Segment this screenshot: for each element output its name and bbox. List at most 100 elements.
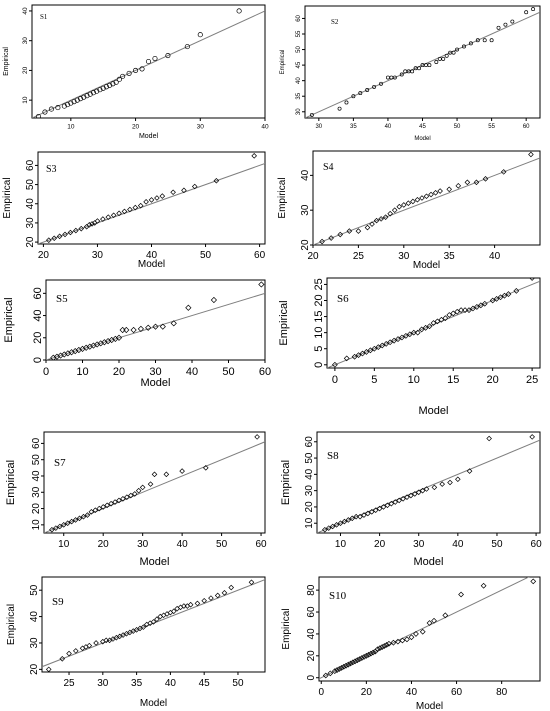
y-tick-label: 0 <box>313 362 325 368</box>
data-point <box>395 336 401 342</box>
data-point <box>105 214 112 220</box>
data-point <box>399 334 405 341</box>
data-point <box>197 32 203 38</box>
panel-label: S9 <box>52 596 64 608</box>
data-point <box>365 88 370 92</box>
data-point <box>438 316 445 323</box>
plot-area <box>32 8 265 118</box>
data-point <box>89 221 95 227</box>
data-point <box>395 638 401 645</box>
x-tick-label: 30 <box>137 539 149 550</box>
data-point <box>349 659 356 666</box>
data-point <box>61 103 67 109</box>
data-point <box>191 183 198 190</box>
data-point <box>470 305 476 312</box>
data-point <box>81 94 87 100</box>
data-point <box>213 177 220 184</box>
panel-label: S10 <box>329 590 347 602</box>
data-point <box>103 84 109 90</box>
x-tick-label: 55 <box>488 124 495 130</box>
x-tick-label: 5 <box>371 374 377 386</box>
y-tick-label: 45 <box>296 61 302 68</box>
x-tick-label: 20 <box>38 250 50 261</box>
data-point <box>482 38 487 43</box>
x-tick-label: 80 <box>496 687 508 698</box>
qq-plot-s10: 0 20 40 60 80 0 20 40 60 80 Model Empirical S10 <box>281 576 541 711</box>
data-point <box>468 41 473 46</box>
data-point <box>446 186 452 193</box>
y-tick-label: 50 <box>31 454 42 466</box>
data-point <box>385 75 390 80</box>
x-tick-label: 40 <box>146 250 158 261</box>
data-point <box>392 499 399 505</box>
data-point <box>426 620 433 626</box>
data-point <box>480 582 487 589</box>
panel-label: S1 <box>40 13 48 21</box>
data-point <box>84 512 91 518</box>
data-point <box>529 434 535 440</box>
data-point <box>343 662 349 669</box>
data-point <box>413 631 419 637</box>
x-tick-label: 15 <box>447 374 459 386</box>
data-point <box>486 435 492 442</box>
data-point <box>221 590 228 596</box>
data-point <box>329 523 336 530</box>
data-point <box>331 668 338 675</box>
data-point <box>100 216 106 222</box>
data-point <box>128 492 134 499</box>
y-tick-label: 40 <box>31 470 42 482</box>
data-point <box>334 667 340 673</box>
data-point <box>100 85 106 91</box>
data-point <box>127 206 133 213</box>
data-point <box>432 189 439 196</box>
data-point <box>482 176 489 182</box>
data-point <box>368 509 375 515</box>
fit-line <box>327 280 540 368</box>
data-point <box>88 509 95 515</box>
x-tick-label: 40 <box>489 251 501 262</box>
data-point <box>248 579 255 586</box>
data-point <box>376 645 383 652</box>
data-point <box>94 88 100 94</box>
data-point <box>107 82 113 88</box>
x-tick-label: 60 <box>451 687 463 698</box>
data-point <box>110 212 117 219</box>
y-tick-label: 35 <box>296 92 302 99</box>
plot-area <box>327 278 540 368</box>
data-point <box>391 207 398 213</box>
x-tick-label: 35 <box>444 251 456 262</box>
fit-line <box>32 10 265 118</box>
y-tick-label: 60 <box>31 437 42 449</box>
data-point <box>524 10 529 15</box>
x-axis-label: Model <box>139 133 159 140</box>
x-tick-label: 0 <box>43 366 49 378</box>
fit-line <box>42 579 265 668</box>
x-tick-label: 45 <box>419 124 426 130</box>
y-tick-label: 20 <box>32 332 44 344</box>
y-tick-label: 30 <box>296 108 302 115</box>
data-point <box>68 100 74 106</box>
data-point <box>60 522 67 528</box>
data-point <box>530 578 537 585</box>
data-point <box>422 324 429 331</box>
fit-line <box>46 292 265 360</box>
x-axis-label: Model <box>419 405 449 417</box>
data-point <box>327 670 334 677</box>
y-axis-label: Empirical <box>3 297 15 342</box>
y-tick-label: 10 <box>304 517 315 529</box>
x-tick-label: 25 <box>526 374 538 386</box>
data-point <box>388 500 395 507</box>
data-point <box>113 79 119 85</box>
plot-frame <box>43 431 266 534</box>
panel-label: S7 <box>54 457 66 469</box>
data-point <box>510 19 515 24</box>
data-point <box>378 216 384 222</box>
data-point <box>104 502 110 509</box>
data-point <box>341 518 348 525</box>
data-point <box>338 664 345 671</box>
y-axis-label: Empirical <box>280 460 292 505</box>
y-tick-label: 80 <box>306 584 317 596</box>
y-tick-label: 60 <box>306 606 317 618</box>
data-point <box>441 56 446 61</box>
data-point <box>361 512 367 518</box>
